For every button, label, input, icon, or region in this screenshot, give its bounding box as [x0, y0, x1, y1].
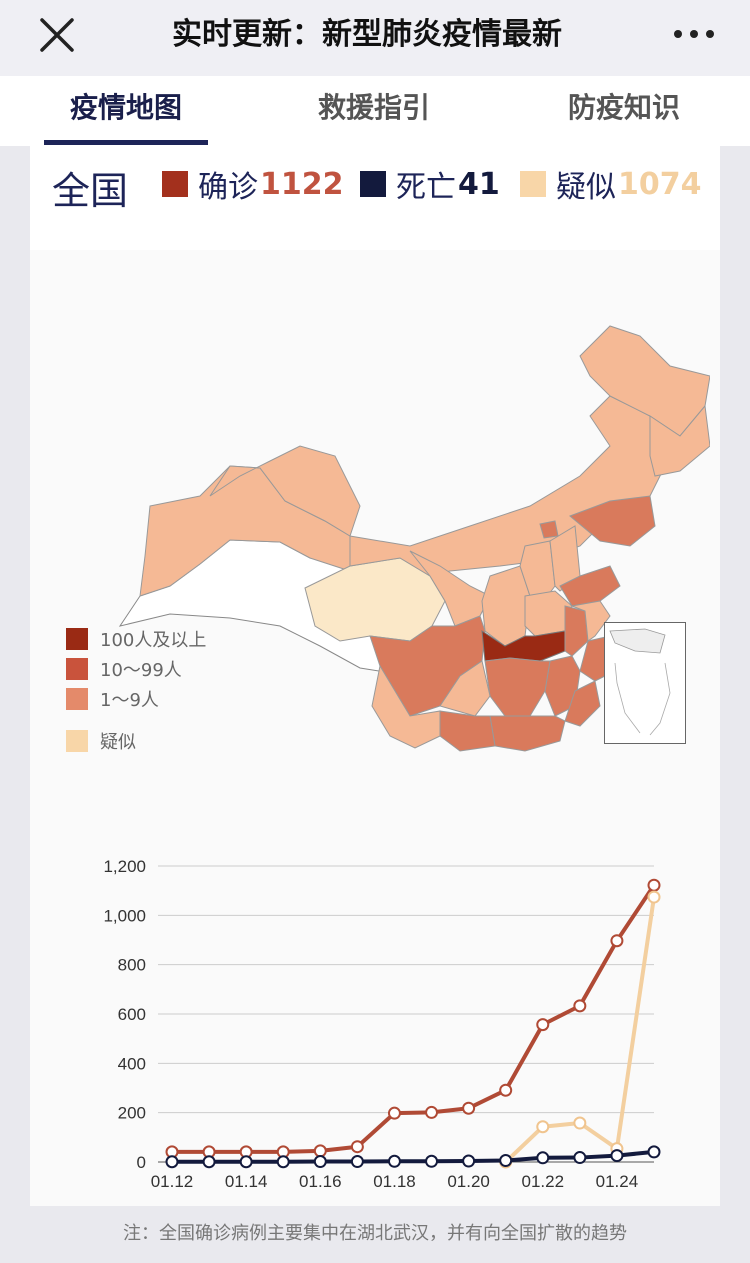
series-line: [172, 884, 656, 1154]
confirmed-stat: 确诊 1122: [162, 164, 344, 205]
data-point: [462, 1154, 476, 1168]
data-point: [647, 890, 661, 904]
map-region-jiangsu: [570, 600, 611, 642]
data-point: [350, 1155, 364, 1169]
data-point: [573, 1151, 587, 1165]
x-tick-label: 01.12: [151, 1172, 194, 1191]
deaths-label: 死亡: [396, 170, 456, 205]
x-tick-label: 01.18: [373, 1172, 416, 1191]
map-region-jilin: [649, 404, 710, 477]
map-region-hunan: [484, 657, 551, 717]
tab-epidemic-map[interactable]: 疫情地图: [69, 91, 182, 124]
summary-bar: 全国 确诊 1122 死亡 41 疑似 1074: [30, 146, 720, 250]
confirmed-label: 确诊: [198, 170, 258, 205]
legend-item-1-9: 1～9人: [66, 684, 206, 714]
data-point: [499, 1083, 513, 1097]
map-region-inner-mongolia: [349, 395, 671, 577]
y-tick-label: 1,200: [103, 857, 146, 876]
tab-rescue-guide[interactable]: 救援指引: [317, 91, 430, 124]
legend-label: 10～99人: [100, 660, 182, 681]
confirmed-value: 1122: [260, 166, 344, 202]
data-point: [276, 1155, 290, 1169]
region-label: 全国: [52, 169, 129, 213]
legend-item-100plus: 100人及以上: [66, 624, 206, 654]
data-point: [313, 1155, 327, 1169]
china-map[interactable]: [110, 296, 710, 756]
map-region-shaanxi: [481, 565, 531, 647]
data-point: [462, 1101, 476, 1115]
data-point: [536, 1018, 550, 1032]
map-region-liaoning: [569, 495, 656, 547]
top-bar: 实时更新：新型肺炎疫情最新: [0, 0, 750, 76]
map-region-guizhou: [439, 660, 491, 717]
data-point: [202, 1155, 216, 1169]
legend-item-10-99: 10～99人: [66, 654, 206, 684]
map-region-fujian: [564, 680, 601, 727]
x-tick-label: 01.14: [225, 1172, 268, 1191]
y-tick-label: 200: [118, 1104, 146, 1123]
data-point: [239, 1155, 253, 1169]
close-icon[interactable]: [36, 14, 78, 56]
data-point: [573, 999, 587, 1013]
data-point: [313, 1144, 327, 1158]
legend-item-suspected: 疑似: [66, 726, 206, 756]
data-point: [387, 1154, 401, 1168]
confirmed-swatch: [162, 171, 188, 197]
deaths-stat: 死亡 41: [360, 164, 500, 205]
map-region-guangdong: [489, 715, 566, 752]
map-card: 全国 确诊 1122 死亡 41 疑似 1074: [30, 146, 720, 1206]
data-point: [425, 1105, 439, 1119]
map-legend: 100人及以上 10～99人 1～9人 疑似: [66, 624, 206, 756]
data-point: [165, 1155, 179, 1169]
y-tick-label: 600: [118, 1005, 146, 1024]
legend-label: 疑似: [100, 732, 136, 753]
x-tick-label: 01.20: [447, 1172, 490, 1191]
data-point: [647, 1145, 661, 1159]
y-tick-label: 800: [118, 956, 146, 975]
trend-line-chart[interactable]: 0 200 400 600 800 1,000 1,200 01.12 01.14 01.16 01…: [30, 836, 720, 1196]
map-region-guangxi: [439, 710, 496, 752]
x-tick-label: 01.22: [521, 1172, 564, 1191]
legend-label: 1～9人: [100, 690, 159, 711]
south-china-sea-inset: [604, 622, 686, 744]
data-point: [350, 1140, 364, 1154]
data-point: [573, 1116, 587, 1130]
map-region-yunnan: [371, 664, 441, 749]
x-tick-label: 01.24: [596, 1172, 639, 1191]
data-point: [536, 1151, 550, 1165]
y-tick-label: 400: [118, 1054, 146, 1073]
legend-label: 100人及以上: [100, 630, 207, 651]
footer-note: 注：全国确诊病例主要集中在湖北武汉，并有向全国扩散的趋势: [123, 1223, 627, 1244]
data-point: [647, 878, 661, 892]
y-tick-label: 0: [137, 1153, 146, 1172]
data-point: [499, 1154, 513, 1168]
more-dots-icon[interactable]: [672, 22, 716, 46]
data-point: [610, 934, 624, 948]
data-point: [610, 1149, 624, 1163]
map-region-xinjiang-north: [209, 445, 361, 537]
data-point: [536, 1120, 550, 1134]
data-point: [387, 1106, 401, 1120]
tab-bar: 疫情地图 救援指引 防疫知识: [0, 76, 750, 146]
data-point: [425, 1154, 439, 1168]
map-region-anhui: [564, 605, 589, 657]
suspected-stat: 疑似 1074: [520, 164, 702, 205]
active-tab-indicator: [44, 140, 208, 145]
tab-prevention-knowledge[interactable]: 防疫知识: [567, 91, 680, 124]
suspected-swatch: [520, 171, 546, 197]
x-tick-label: 01.16: [299, 1172, 342, 1191]
map-region-beijing: [539, 520, 559, 539]
deaths-swatch: [360, 171, 386, 197]
page-title: 实时更新：新型肺炎疫情最新: [172, 17, 562, 52]
suspected-label: 疑似: [556, 170, 616, 205]
suspected-value: 1074: [618, 166, 702, 202]
y-tick-label: 1,000: [103, 906, 146, 925]
deaths-value: 41: [458, 166, 500, 202]
